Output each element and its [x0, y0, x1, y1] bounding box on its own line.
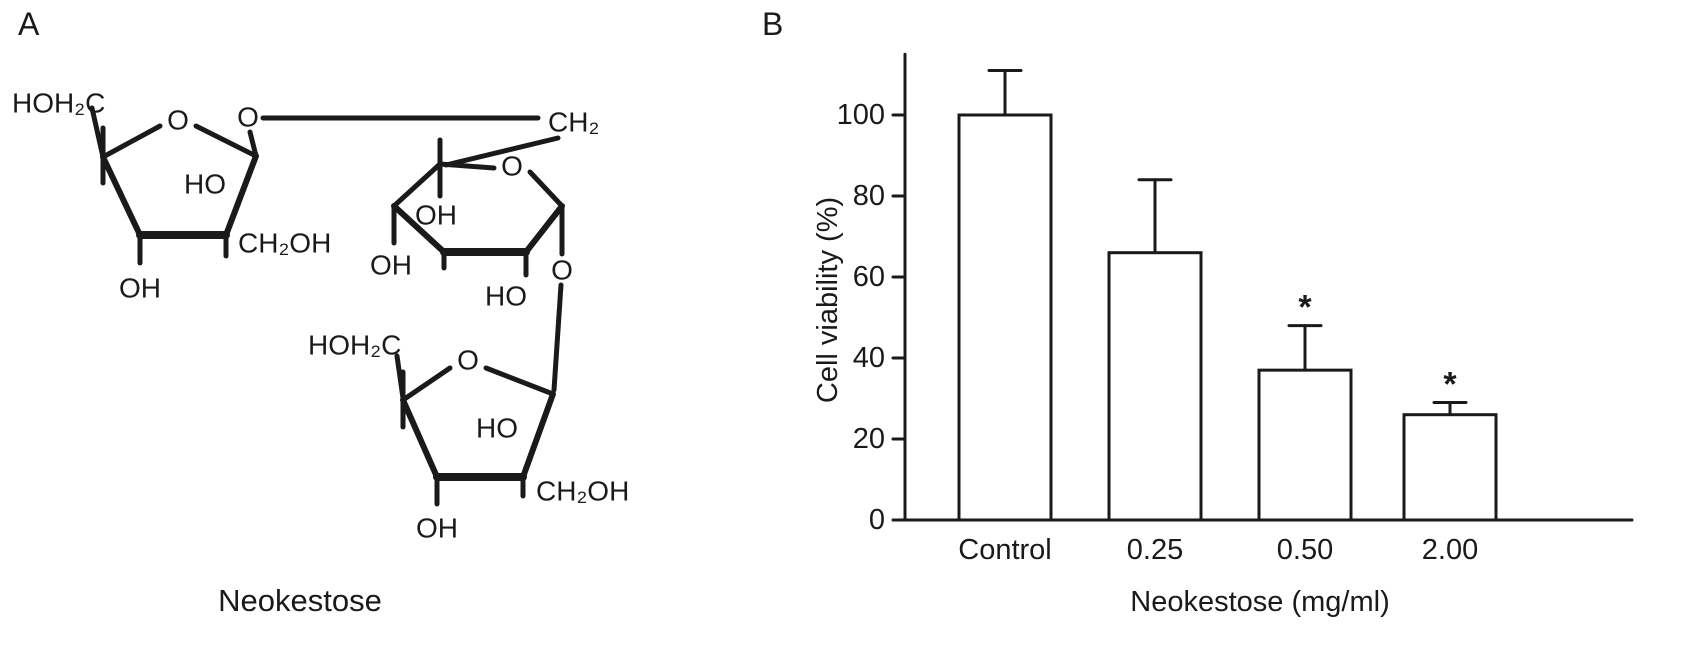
ring1-glycosidic-oxygen-label: O — [237, 102, 259, 133]
ring3-ho-label: HO — [476, 413, 518, 444]
bond — [523, 203, 565, 255]
bar-0.50 — [1257, 368, 1353, 522]
x-axis-title: Neokestose (mg/ml) — [1130, 586, 1389, 618]
y-tick-label: 40 — [853, 342, 885, 374]
chemical-structure-diagram: HOH₂C O O HO CH₂OH OH CH₂ — [12, 88, 629, 544]
ring2-oh-inner-label: OH — [415, 200, 457, 231]
ring2-ring-oxygen-label: O — [501, 151, 523, 182]
bond — [400, 397, 440, 480]
bond — [527, 169, 565, 209]
bond — [100, 123, 163, 160]
y-tick-label: 20 — [853, 423, 885, 455]
bond — [551, 282, 564, 393]
ring1-oh-label: OH — [119, 273, 161, 304]
ring3-hoh2c-label: HOH₂C — [308, 330, 401, 361]
bond — [391, 203, 447, 255]
bar-0.25 — [1107, 251, 1203, 522]
y-tick-label: 0 — [869, 504, 885, 536]
panel-a-label: A — [18, 6, 40, 42]
ring3-ch2oh-label: CH₂OH — [536, 476, 629, 507]
bond — [437, 161, 497, 171]
bar-Control — [957, 113, 1053, 522]
bridge-ch2-label: CH₂ — [548, 107, 599, 138]
ring3-ring-oxygen-label: O — [457, 345, 479, 376]
bond — [223, 153, 259, 238]
cell-viability-bar-chart: 0 20 40 60 80 100 Control 0.25 * 0.50 * 2.00 Neokest… — [812, 52, 1634, 618]
ring1-ch2oh-label: CH₂OH — [238, 228, 331, 259]
glycosidic-bridge: CH₂ — [260, 107, 599, 168]
bond — [247, 129, 259, 159]
ring3-oh-label: OH — [416, 513, 458, 544]
y-tick-label: 100 — [837, 99, 885, 131]
furanose-ring-1: HOH₂C O O HO CH₂OH OH — [12, 88, 331, 304]
bond — [520, 391, 556, 480]
bond — [483, 365, 556, 397]
y-axis-title: Cell viability (%) — [812, 197, 844, 403]
ring2-glycosidic-oxygen-label: O — [551, 255, 573, 286]
y-tick-label: 60 — [853, 261, 885, 293]
bond — [391, 161, 443, 209]
ring1-ho-label: HO — [184, 169, 226, 200]
panel-b-label: B — [762, 6, 784, 42]
ring2-ho-label: HO — [485, 281, 527, 312]
bar-2.00 — [1402, 413, 1498, 522]
bond — [100, 154, 143, 238]
bond — [400, 365, 453, 403]
x-category-label: 0.50 — [1277, 534, 1333, 566]
x-category-label: Control — [958, 534, 1052, 566]
x-category-label: 2.00 — [1422, 534, 1478, 566]
bond — [193, 123, 259, 159]
ring1-ring-oxygen-label: O — [167, 105, 189, 136]
ring2-oh-left-label: OH — [370, 250, 412, 281]
significance-marker: * — [1298, 289, 1312, 327]
ring1-hoh2c-label: HOH₂C — [12, 88, 105, 119]
structure-caption: Neokestose — [218, 583, 382, 618]
furanose-ring-3: HOH₂C O HO CH₂OH OH — [308, 330, 629, 544]
bond — [443, 135, 561, 168]
significance-marker: * — [1443, 366, 1457, 404]
x-category-label: 0.25 — [1127, 534, 1183, 566]
pyranose-ring-2: O OH OH HO O — [370, 137, 573, 393]
y-tick-label: 80 — [853, 180, 885, 212]
